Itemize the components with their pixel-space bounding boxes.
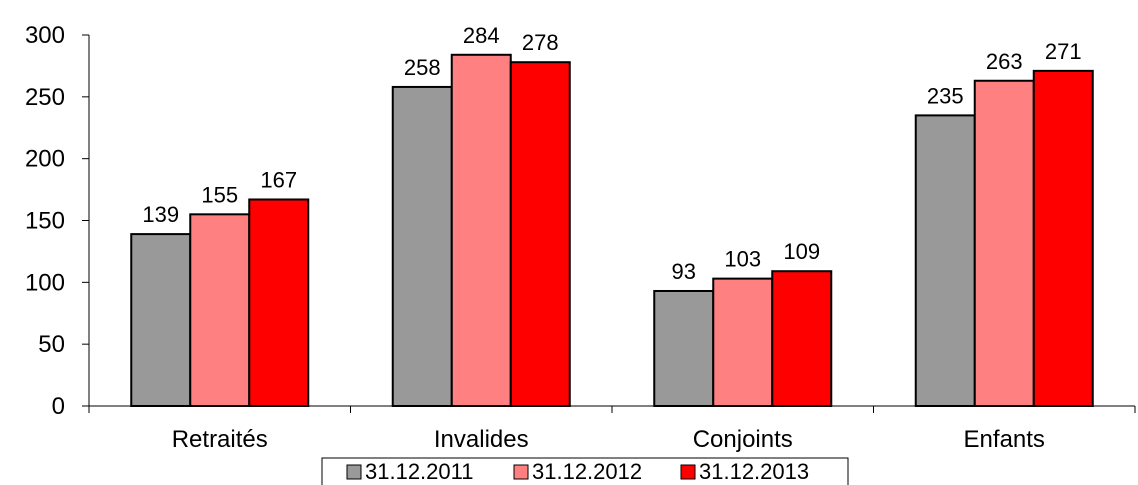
bar: [653, 289, 715, 407]
legend-box: [321, 457, 849, 485]
legend-label: 31.12.2013: [699, 459, 809, 484]
legend-label: 31.12.2011: [365, 459, 473, 484]
bar: [450, 53, 512, 408]
data-label: 103: [724, 247, 761, 272]
legend: 31.12.2011 31.12.2012 31.12.2013: [321, 457, 849, 485]
legend-label: 31.12.2012: [532, 459, 642, 484]
x-tick-label: Conjoints: [693, 426, 793, 453]
data-label: 109: [783, 239, 820, 264]
bar: [391, 85, 453, 407]
legend-swatch: [513, 464, 529, 480]
y-tick-label: 150: [25, 208, 65, 235]
data-label: 139: [142, 202, 179, 227]
x-tick-label: Invalides: [434, 426, 529, 453]
data-label: 167: [260, 167, 297, 192]
bar: [189, 213, 251, 407]
data-label: 278: [522, 30, 559, 55]
y-tick-label: 250: [25, 84, 65, 111]
bars: [130, 53, 1094, 408]
x-tick-label: Retraités: [172, 426, 268, 453]
legend-swatch: [346, 464, 362, 480]
data-label: 258: [404, 55, 441, 80]
bar: [509, 61, 571, 407]
x-tick-label: Enfants: [964, 426, 1045, 453]
data-label: 235: [927, 83, 964, 108]
data-labels: 139 155 167 258 284 278 93 103 109 235 263 271: [142, 23, 1081, 284]
data-label: 155: [201, 182, 238, 207]
bar: [914, 114, 976, 407]
y-tick-label: 100: [25, 269, 65, 296]
data-label: 271: [1045, 39, 1082, 64]
y-tick-label: 200: [25, 146, 65, 173]
y-tick-label: 300: [25, 22, 65, 49]
bar: [712, 277, 774, 407]
bar: [1032, 69, 1094, 407]
bar: [973, 79, 1035, 408]
bar: [248, 198, 310, 407]
bar: [771, 270, 833, 407]
y-tick-label: 50: [38, 331, 65, 358]
data-label: 263: [986, 49, 1023, 74]
y-tick-label: 0: [52, 393, 65, 420]
bar: [130, 233, 192, 407]
x-axis: Retraités Invalides Conjoints Enfants: [88, 405, 1136, 453]
data-label: 284: [463, 23, 500, 48]
legend-swatch: [680, 464, 696, 480]
data-label: 93: [672, 259, 696, 284]
y-axis: 0 50 100 150 200 250 300: [25, 22, 90, 420]
